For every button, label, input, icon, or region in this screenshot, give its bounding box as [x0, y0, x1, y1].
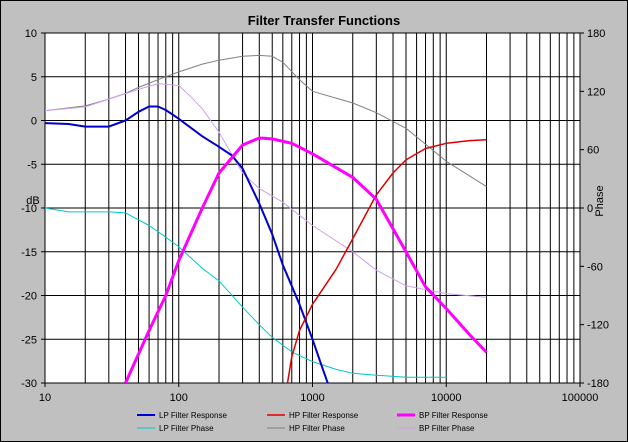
y-tick-label: -5	[27, 159, 37, 171]
axis-labels: 10 5 0 -5 -10 -15 -20 -25 -30 180 120 60 0 -60 -120 -18…	[21, 28, 609, 404]
legend-label-bp-filter-response: BP Filter Response	[419, 411, 488, 420]
x-tick-label: 100	[170, 392, 188, 404]
y2-tick-label: -60	[587, 261, 603, 273]
series-line-hp-filter-response	[286, 139, 487, 383]
y-tick-label: -20	[21, 291, 37, 303]
y-tick-label: 5	[31, 72, 37, 84]
x-tick-label: 10	[39, 392, 51, 404]
series-line-hp-filter-phase	[45, 54, 487, 188]
y-tick-label: -10	[21, 203, 37, 215]
y2-tick-label: 120	[587, 86, 605, 98]
legend-label-lp-filter-phase: LP Filter Phase	[159, 424, 214, 433]
series-line-bp-filter-response	[124, 136, 488, 383]
x-tick-label: 10000	[431, 392, 462, 404]
y-tick-label: 0	[31, 116, 37, 128]
chart-title: Filter Transfer Functions	[248, 13, 400, 28]
y2-tick-label: 60	[587, 145, 599, 157]
y2-tick-label: -120	[587, 320, 609, 332]
y-tick-label: -25	[21, 334, 37, 346]
legend-label-hp-filter-phase: HP Filter Phase	[289, 424, 345, 433]
series-layer	[45, 54, 488, 383]
y2-tick-label: 0	[587, 203, 593, 215]
y2-tick-label: -180	[587, 378, 609, 390]
grid	[45, 33, 580, 383]
y-tick-label: 10	[25, 28, 37, 40]
y2-axis-label: Phase	[594, 185, 606, 216]
y-tick-label: -15	[21, 247, 37, 259]
legend-label-hp-filter-response: HP Filter Response	[289, 411, 359, 420]
series-line-lp-filter-phase	[45, 207, 447, 378]
series-line-lp-filter-response	[45, 105, 329, 383]
x-tick-label: 100000	[562, 392, 599, 404]
series-line-bp-filter-phase	[45, 83, 487, 298]
x-tick-label: 1000	[300, 392, 324, 404]
y2-tick-label: 180	[587, 28, 605, 40]
legend-label-lp-filter-response: LP Filter Response	[159, 411, 227, 420]
legend-label-bp-filter-phase: BP Filter Phase	[419, 424, 475, 433]
y-tick-label: -30	[21, 378, 37, 390]
legend: LP Filter Response HP Filter Response BP F…	[137, 411, 488, 433]
y-axis-label: dB	[26, 195, 39, 207]
